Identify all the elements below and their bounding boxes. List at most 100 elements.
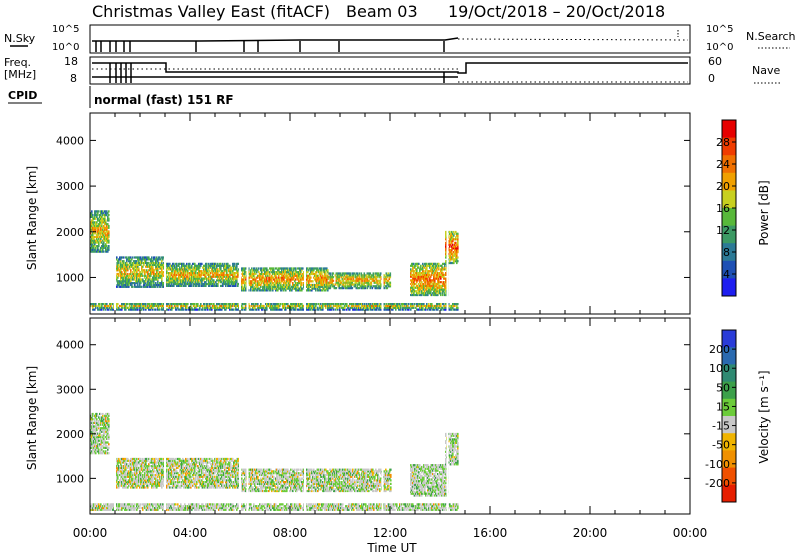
echo-cell (124, 272, 126, 276)
echo-cell (168, 272, 170, 275)
echo-cell (212, 268, 214, 271)
echo-cell (345, 287, 348, 290)
echo-cell (90, 239, 92, 242)
echo-cell (99, 223, 101, 226)
echo-cell (169, 268, 171, 271)
echo-cell (218, 281, 220, 284)
echo-cell (223, 306, 225, 309)
echo-cell (300, 285, 302, 288)
echo-cell (429, 288, 431, 291)
echo-cell (222, 272, 224, 275)
echo-cell (415, 306, 417, 309)
echo-cell (130, 269, 132, 272)
echo-cell (198, 270, 200, 273)
echo-cell (147, 261, 149, 265)
echo-cell (92, 235, 94, 239)
echo-cell (180, 273, 182, 276)
echo-cell (452, 252, 454, 255)
echo-cell (236, 270, 238, 273)
echo-cell (351, 287, 354, 290)
echo-cell (411, 264, 413, 267)
echo-cell (452, 247, 454, 250)
echo-cell (414, 282, 416, 286)
freq-tick-bottom: 8 (70, 72, 77, 85)
echo-cell (441, 270, 443, 273)
echo-cell (250, 274, 252, 277)
echo-cell (281, 274, 283, 277)
echo-cell (101, 246, 103, 249)
echo-cell (186, 304, 188, 308)
echo-cell (98, 245, 100, 248)
echo-cell (103, 245, 105, 248)
echo-cell (314, 283, 316, 287)
echo-cell (232, 303, 234, 306)
echo-cell (101, 245, 103, 248)
echo-cell (308, 287, 310, 290)
echo-cell (284, 276, 286, 279)
echo-cell (259, 272, 261, 276)
echo-cell (103, 437, 105, 440)
echo-cell (355, 277, 358, 281)
echo-cell (252, 306, 254, 309)
echo-cell (272, 306, 274, 309)
echo-cell (211, 277, 213, 280)
echo-cell (140, 256, 142, 259)
echo-cell (170, 284, 172, 287)
echo-cell (93, 245, 95, 248)
echo-cell (301, 282, 303, 285)
echo-cell (170, 275, 172, 278)
echo-cell (221, 264, 223, 267)
echo-cell (330, 303, 332, 306)
echo-cell (357, 277, 360, 281)
echo-cell (301, 287, 303, 290)
echo-cell (148, 278, 150, 281)
echo-cell (155, 304, 157, 308)
nsearch-tick-bottom: 10^0 (706, 42, 733, 53)
echo-cell (161, 256, 163, 259)
echo-cell (454, 303, 456, 306)
echo-cell (138, 267, 140, 270)
echo-cell (111, 303, 113, 306)
echo-cell (396, 304, 398, 308)
echo-cell (91, 241, 93, 244)
echo-cell (137, 274, 139, 277)
echo-cell (100, 217, 102, 220)
echo-cell (444, 288, 446, 291)
echo-cell (94, 241, 96, 244)
echo-cell (144, 258, 146, 261)
echo-cell (151, 285, 153, 288)
echo-cell (265, 283, 267, 287)
echo-cell (448, 258, 450, 261)
echo-cell (430, 282, 432, 286)
echo-cell (92, 234, 94, 237)
echo-cell (298, 271, 300, 274)
echo-cell (297, 282, 299, 285)
echo-cell (119, 258, 121, 261)
echo-cell (317, 285, 319, 288)
echo-cell (445, 277, 447, 280)
echo-cell (336, 274, 339, 277)
echo-cell (296, 274, 298, 277)
echo-cell (379, 285, 382, 288)
echo-cell (202, 272, 204, 275)
echo-cell (236, 277, 238, 280)
echo-cell (92, 450, 94, 453)
echo-cell (107, 248, 109, 251)
echo-cell (445, 284, 447, 287)
echo-cell (135, 260, 137, 263)
echo-cell (379, 283, 382, 286)
echo-cell (330, 281, 333, 284)
echo-cell (347, 306, 349, 309)
echo-cell (235, 303, 237, 306)
echo-cell (125, 283, 127, 287)
echo-cell (285, 276, 287, 279)
echo-cell (377, 306, 379, 309)
echo-cell (337, 285, 340, 288)
echo-cell (278, 269, 280, 272)
echo-cell (422, 266, 424, 269)
echo-cell (449, 261, 451, 265)
echo-cell (99, 214, 101, 217)
echo-cell (450, 308, 452, 311)
echo-cell (278, 303, 280, 306)
echo-cell (267, 304, 269, 308)
